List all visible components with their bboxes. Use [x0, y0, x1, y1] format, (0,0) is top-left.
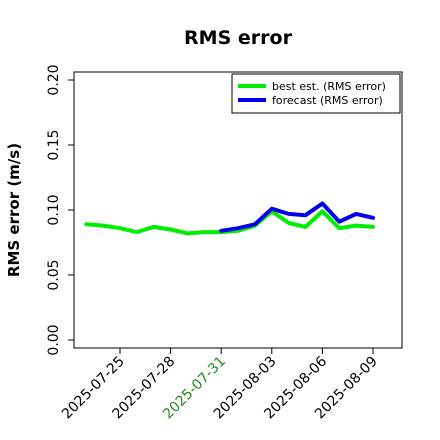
y-tick-label: 0.15	[46, 129, 62, 160]
y-tick-label: 0.05	[46, 259, 62, 290]
series-line-forecast	[219, 201, 375, 233]
chart-title: RMS error	[184, 27, 293, 49]
legend-label-best: best est. (RMS error)	[272, 80, 386, 93]
y-tick-label: 0.20	[46, 64, 62, 95]
y-axis-ticks: 0.00 0.05 0.10 0.15 0.20	[46, 64, 74, 356]
y-tick-label: 0.10	[46, 194, 62, 225]
y-axis-label: RMS error (m/s)	[5, 143, 23, 277]
plot-lines	[84, 201, 375, 236]
legend: best est. (RMS error) forecast (RMS erro…	[231, 73, 401, 114]
y-tick-label: 0.00	[46, 324, 62, 355]
legend-label-forecast: forecast (RMS error)	[272, 94, 383, 107]
legend-box	[231, 73, 401, 114]
x-axis-ticks: 2025-07-252025-07-282025-07-312025-08-03…	[59, 348, 381, 422]
plot-area-frame	[73, 71, 403, 349]
